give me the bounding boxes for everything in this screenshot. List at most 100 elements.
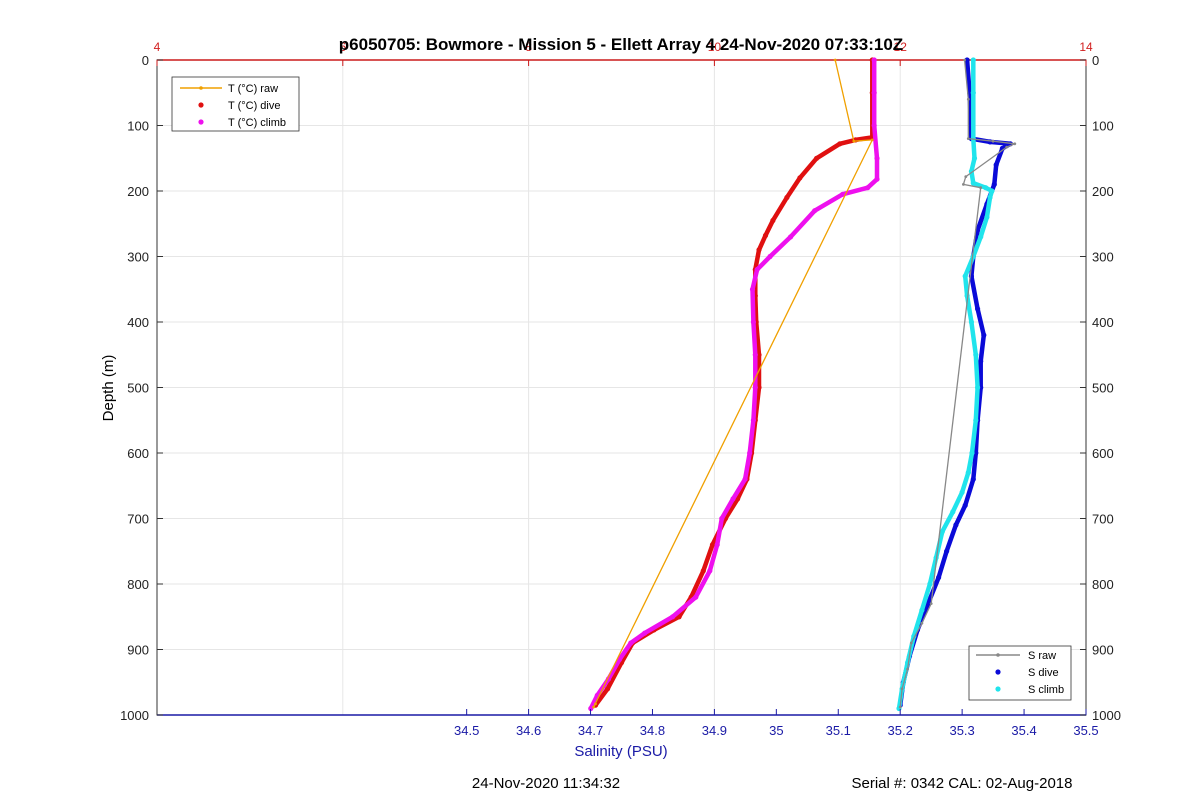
legend-t-dive-marker <box>198 102 204 108</box>
series-point-s-raw <box>966 137 970 141</box>
y-axis-label: Depth (m) <box>100 355 117 422</box>
y-tick-label-left: 500 <box>127 381 149 396</box>
top-tick-label: 10 <box>708 40 722 54</box>
y-tick-label-right: 400 <box>1092 315 1114 330</box>
legend-s-climb-label: S climb <box>1028 684 1064 696</box>
series-point-s-dive <box>981 332 987 338</box>
series-point-t-c-raw <box>594 702 597 706</box>
y-tick-label-left: 0 <box>142 53 149 68</box>
series-point-t-c-climb <box>749 286 756 292</box>
series-point-t-c-climb <box>707 568 713 574</box>
top-tick-label: 4 <box>154 40 161 54</box>
series-point-s-raw <box>909 641 913 645</box>
y-tick-label-left: 1000 <box>120 708 149 723</box>
x-tick-label: 34.6 <box>516 723 541 738</box>
chart-title: p6050705: Bowmore - Mission 5 - Ellett A… <box>339 35 903 54</box>
series-point-s-raw <box>979 186 983 190</box>
series-point-t-c-raw <box>833 58 837 62</box>
series-point-s-dive <box>964 57 970 63</box>
series-point-s-climb <box>939 529 945 535</box>
legend-t-dive-label: T (°C) dive <box>228 100 280 112</box>
series-point-t-c-climb <box>767 253 773 260</box>
series-point-t-c-dive <box>605 686 611 692</box>
series-point-s-dive <box>936 574 942 581</box>
y-tick-label-right: 700 <box>1092 512 1114 527</box>
y-tick-label-right: 1000 <box>1092 708 1121 723</box>
series-point-t-c-climb <box>642 630 648 636</box>
axis-ticks: 0 0 100 100 200 200 300 300 400 400 500 500 600 600 70… <box>120 40 1121 738</box>
series-point-s-climb <box>970 90 976 96</box>
series-point-t-c-climb <box>840 191 846 197</box>
series-point-s-climb <box>973 352 979 358</box>
series-point-t-c-dive <box>814 155 820 161</box>
series-point-s-raw <box>1005 145 1009 149</box>
series-point-s-climb <box>969 450 975 456</box>
footer-timestamp: 24-Nov-2020 11:34:32 <box>472 775 620 792</box>
y-tick-label-right: 300 <box>1092 250 1114 265</box>
x-axis-label: Salinity (PSU) <box>574 743 667 760</box>
series-point-s-dive <box>962 502 968 508</box>
legend-s-dive-marker <box>995 669 1001 675</box>
series-point-t-c-climb <box>788 234 794 240</box>
series-point-t-c-climb <box>588 705 594 712</box>
series-point-t-c-dive <box>756 352 762 358</box>
series-point-t-c-dive <box>784 194 790 201</box>
series-point-t-c-climb <box>714 542 720 548</box>
y-tick-label-left: 800 <box>127 577 149 592</box>
series-layer <box>588 57 1017 712</box>
x-tick-label: 35.1 <box>826 723 851 738</box>
series-point-s-climb <box>971 155 978 161</box>
series-point-t-c-dive <box>770 217 776 224</box>
series-point-s-climb <box>959 489 965 495</box>
series-point-t-c-climb <box>628 640 634 646</box>
series-point-t-c-climb <box>730 496 736 502</box>
series-point-s-climb <box>973 417 979 423</box>
series-point-s-dive <box>973 450 979 456</box>
legend-t-raw-label: T (°C) raw <box>228 83 278 95</box>
series-point-t-c-climb <box>812 208 818 214</box>
series-point-s-dive <box>978 358 984 364</box>
legend-t-raw-marker <box>199 86 203 90</box>
series-point-s-dive <box>970 476 976 482</box>
series-point-s-dive <box>953 522 959 528</box>
top-tick-label: 12 <box>894 40 908 54</box>
legend-s-raw-label: S raw <box>1028 650 1056 662</box>
series-point-s-climb <box>965 470 971 476</box>
series-point-t-c-raw <box>592 705 595 709</box>
y-tick-label-right: 500 <box>1092 381 1114 396</box>
y-tick-label-right: 0 <box>1092 53 1099 68</box>
series-point-s-dive <box>925 601 931 607</box>
legend-t-climb-marker <box>198 119 204 125</box>
series-point-t-c-dive <box>762 232 769 239</box>
legend-s-raw-marker <box>996 653 1000 657</box>
series-point-t-c-dive <box>837 141 843 147</box>
y-tick-label-right: 600 <box>1092 446 1114 461</box>
series-point-t-c-climb <box>871 122 877 129</box>
series-point-t-c-climb <box>874 176 880 182</box>
y-tick-label-left: 400 <box>127 315 149 330</box>
x-tick-label: 35.5 <box>1073 723 1098 738</box>
series-point-s-climb <box>962 273 968 279</box>
series-point-s-raw <box>964 175 968 179</box>
series-point-s-dive <box>993 162 999 168</box>
top-tick-label: 6 <box>339 40 346 54</box>
y-tick-label-left: 200 <box>127 184 149 199</box>
legend-t-climb-label: T (°C) climb <box>228 117 286 129</box>
series-point-s-climb <box>968 319 975 325</box>
series-point-t-c-dive <box>676 614 682 620</box>
series-point-t-c-climb <box>750 417 757 423</box>
legend-temperature-box <box>171 76 300 132</box>
series-point-t-c-climb <box>865 185 871 191</box>
series-point-s-climb <box>970 180 976 186</box>
series-point-t-c-climb <box>742 476 748 482</box>
series-point-s-climb <box>950 509 956 515</box>
series-point-t-c-climb <box>747 450 753 456</box>
legend-s-climb-marker <box>995 686 1001 692</box>
series-point-s-dive <box>975 306 981 312</box>
y-tick-label-left: 600 <box>127 446 149 461</box>
x-tick-label: 34.5 <box>454 723 479 738</box>
series-point-t-c-raw <box>852 139 856 143</box>
x-tick-label: 35 <box>769 723 783 738</box>
series-point-t-c-climb <box>752 384 758 391</box>
